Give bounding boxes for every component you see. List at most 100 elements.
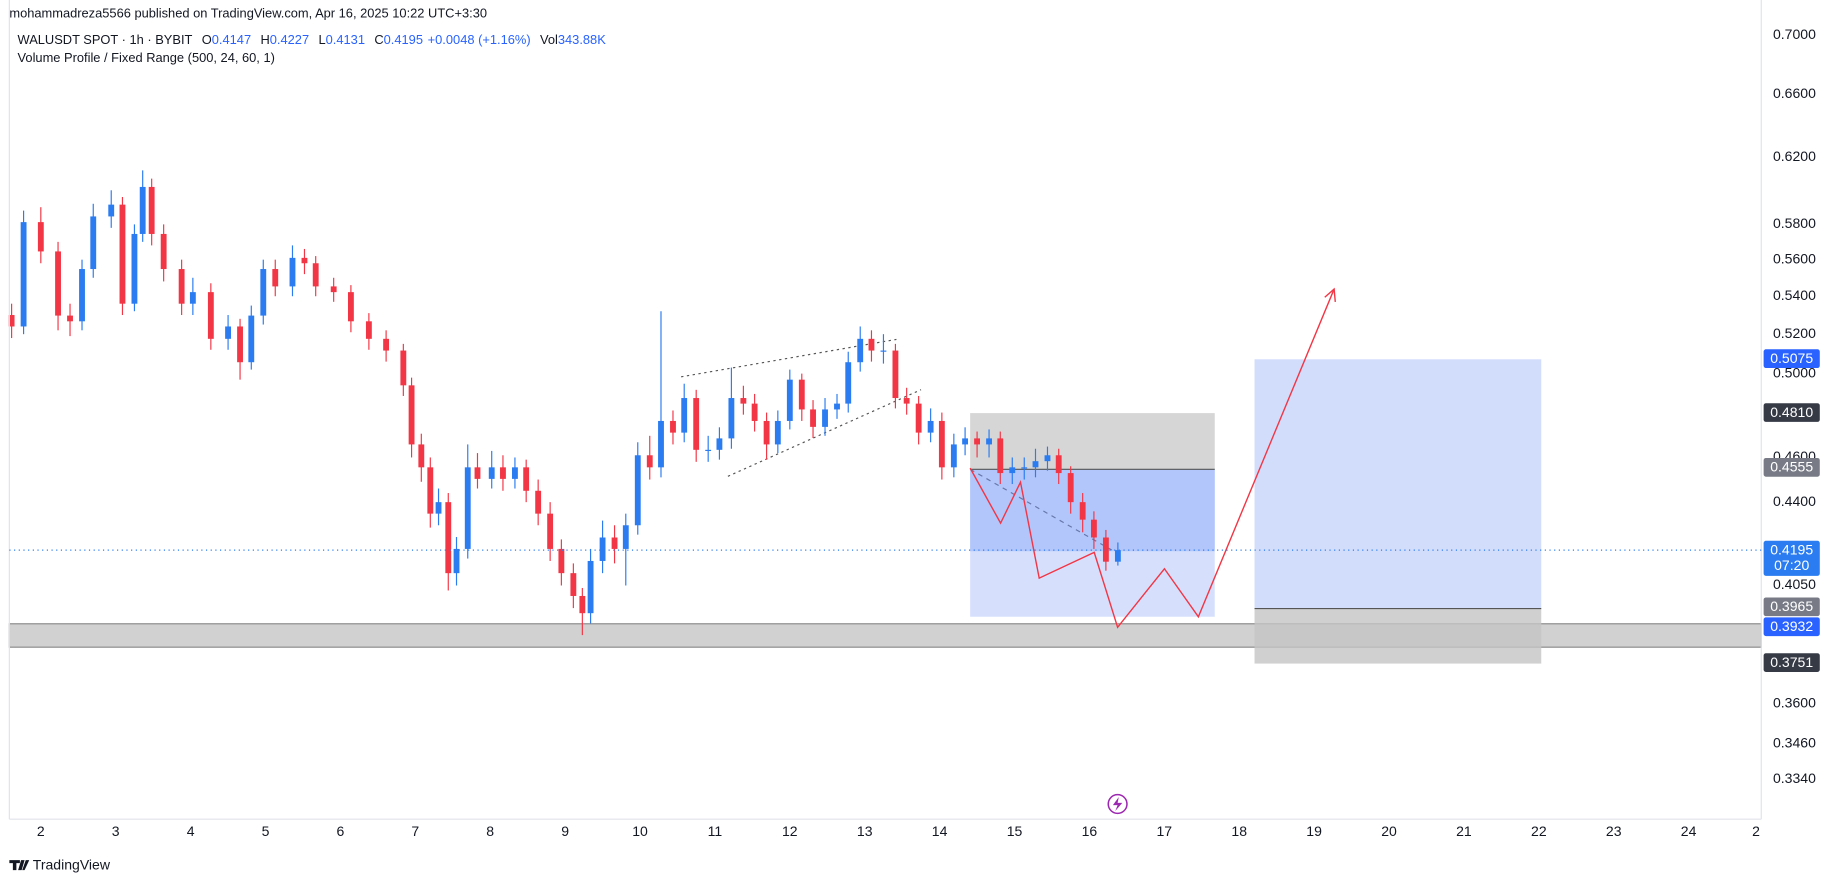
candle-body xyxy=(681,398,688,433)
candle-body xyxy=(599,537,606,561)
candle-body xyxy=(915,403,922,433)
candle-body xyxy=(37,222,44,252)
candle-body xyxy=(1009,467,1016,474)
candle-body xyxy=(365,321,372,339)
c-value: 0.4195 xyxy=(384,32,423,47)
brand-logo xyxy=(9,860,30,871)
price-label: 0.5075 xyxy=(1770,350,1813,366)
y-tick-label: 0.3600 xyxy=(1773,695,1816,711)
candle-body xyxy=(786,379,793,421)
candle-body xyxy=(579,595,586,614)
x-tick-label: 23 xyxy=(1606,823,1622,839)
candle-body xyxy=(260,269,267,316)
candle-body xyxy=(207,292,214,339)
l-label: L xyxy=(318,32,325,47)
candles xyxy=(8,170,1121,636)
o-label: O xyxy=(202,32,212,47)
y-tick-label: 0.5800 xyxy=(1773,215,1816,231)
candle-body xyxy=(445,502,452,574)
candle-body xyxy=(622,525,629,549)
candle-body xyxy=(427,467,434,514)
candle-body xyxy=(435,502,442,514)
long-stop xyxy=(1254,608,1542,664)
candle-body xyxy=(834,403,840,410)
x-tick-label: 17 xyxy=(1157,823,1173,839)
x-tick-label: 11 xyxy=(708,823,723,839)
candle-body xyxy=(119,204,126,304)
candle-body xyxy=(646,455,653,468)
candle-body xyxy=(986,438,992,445)
forecast xyxy=(969,287,1336,629)
candle-body xyxy=(1067,473,1074,503)
y-tick-label: 0.4400 xyxy=(1773,493,1816,509)
candle-body xyxy=(962,438,969,445)
indicator: Volume Profile / Fixed Range (500, 24, 6… xyxy=(18,50,275,65)
candle-body xyxy=(1021,467,1028,469)
candle-body xyxy=(160,233,167,270)
x-tick-label: 19 xyxy=(1306,823,1322,839)
candle-body xyxy=(8,315,15,327)
price-label: 0.4555 xyxy=(1770,459,1813,475)
filled-zone xyxy=(970,469,1215,552)
candle-body xyxy=(488,467,495,479)
price-label-box xyxy=(1763,349,1820,369)
x-tick-label: 21 xyxy=(1456,823,1472,839)
price-label: 0.4195 xyxy=(1770,541,1813,557)
x-tick-label: 2 xyxy=(37,823,45,839)
countdown: 07:20 xyxy=(1774,557,1809,573)
candle-body xyxy=(740,398,747,404)
candle-body xyxy=(822,409,828,427)
candle-body xyxy=(408,385,415,445)
price-label-box xyxy=(1763,403,1820,422)
candle-body xyxy=(453,548,460,574)
x-tick-label: 12 xyxy=(782,823,798,839)
candle-body xyxy=(547,513,554,549)
candle-body xyxy=(178,269,185,304)
candle-body xyxy=(810,409,816,427)
x-tick-label: 7 xyxy=(411,823,419,839)
x-tick-label: 14 xyxy=(932,823,948,839)
candle-body xyxy=(634,455,641,526)
long-target xyxy=(1254,359,1542,609)
o-value: 0.4147 xyxy=(212,32,251,47)
candle-body xyxy=(927,420,934,433)
candle-body xyxy=(857,338,864,363)
candle-body xyxy=(237,326,243,363)
x-tick-label: 13 xyxy=(857,823,873,839)
candle-body xyxy=(20,222,27,327)
candle-body xyxy=(1114,550,1121,562)
candle-body xyxy=(400,350,407,386)
vol-label: Vol xyxy=(540,32,558,47)
candle-body xyxy=(716,438,723,450)
candle-body xyxy=(774,420,781,445)
candle-body xyxy=(148,186,155,234)
price-label-box xyxy=(1763,617,1820,637)
price-label: 0.3932 xyxy=(1770,618,1813,634)
candle-body xyxy=(289,257,296,287)
candle-body xyxy=(500,467,506,479)
arrow-head xyxy=(1324,287,1336,303)
candle-body xyxy=(892,350,899,399)
stop-zone xyxy=(970,413,1215,470)
y-tick-label: 0.7000 xyxy=(1773,26,1816,42)
h-value: 0.4227 xyxy=(270,32,309,47)
candle-body xyxy=(903,398,910,404)
candle-body xyxy=(1032,461,1039,468)
candle-body xyxy=(611,537,618,549)
candle-body xyxy=(474,467,481,479)
candle-body xyxy=(512,467,518,479)
brand: TradingView xyxy=(33,857,111,873)
x-tick-label: 5 xyxy=(262,823,270,839)
candle-body xyxy=(330,286,337,293)
price-label-box xyxy=(1763,540,1820,576)
candle-body xyxy=(570,573,577,596)
candle-body xyxy=(845,362,852,404)
candle-body xyxy=(418,444,425,468)
candle-body xyxy=(55,251,61,316)
x-tick-label: 22 xyxy=(1531,823,1547,839)
candle-body xyxy=(1055,455,1062,474)
candle-body xyxy=(383,338,390,351)
